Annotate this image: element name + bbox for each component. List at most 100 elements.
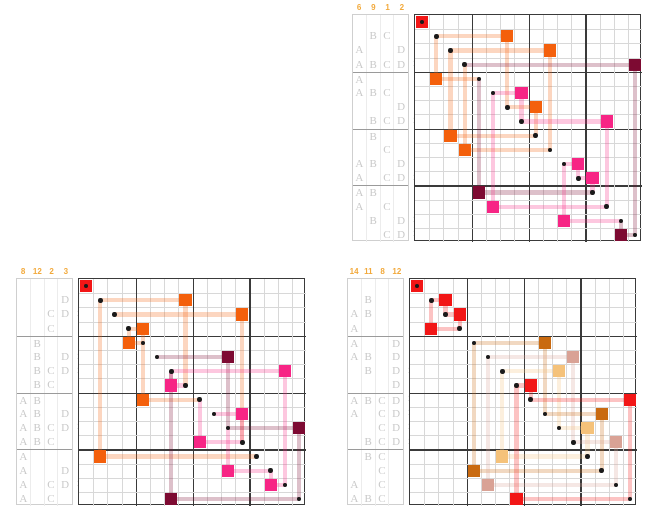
connector-horizontal [488,482,616,488]
label-cell [31,279,45,294]
matrix-cell-square[interactable] [236,407,249,421]
matrix-cell-square[interactable] [586,172,599,185]
matrix-cell-square[interactable] [600,115,613,128]
matrix-cell-square[interactable] [524,379,537,392]
matrix-cell-square[interactable] [472,186,486,199]
diagonal-dot [429,298,434,303]
matrix-cell-square[interactable] [221,464,235,477]
label-cell: B [31,378,45,393]
matrix-cell-square[interactable] [425,322,438,335]
matrix-cell-square[interactable] [515,86,528,100]
matrix-cell-square[interactable] [165,379,178,392]
matrix-cell-square[interactable] [543,44,557,57]
connector-horizontal [157,354,229,360]
matrix-cell-square[interactable] [430,72,443,86]
matrix-cell-square[interactable] [444,129,457,142]
matrix-cell-square[interactable] [538,336,552,350]
matrix-cell-square[interactable] [595,407,608,421]
label-cell [58,322,72,336]
label-cell: A [17,406,31,421]
panel-top-right-matrix[interactable] [414,14,643,243]
matrix-cell-square[interactable] [496,450,509,463]
connector-horizontal [502,369,560,374]
connector-vertical [599,413,604,471]
matrix-cell-square[interactable] [292,421,306,435]
matrix-cell-square[interactable] [609,436,623,449]
label-cell: B [367,129,381,144]
matrix-cell-square[interactable] [501,30,514,43]
matrix-cell-square[interactable] [486,200,500,213]
label-cell [389,450,403,464]
label-cell: A [353,156,367,172]
header-number: 9 [371,3,376,12]
matrix-cell-square[interactable] [264,478,277,492]
matrix-cell-square[interactable] [572,157,585,171]
panel-bottom-right-matrix[interactable] [409,278,638,507]
matrix-cell-square[interactable] [94,450,107,463]
matrix-cell-square[interactable] [221,350,235,364]
connector-horizontal [450,48,550,53]
matrix-cell-square[interactable] [510,492,523,506]
label-cell [45,463,59,478]
grid-line-vertical [552,279,553,507]
diagonal-dot [505,105,510,110]
connector-horizontal [142,397,200,402]
label-cell: D [392,337,401,350]
matrix-cell-square[interactable] [567,350,580,364]
matrix-cell-square[interactable] [453,308,466,321]
connector-horizontal [502,454,588,459]
label-cell [381,72,395,87]
diagonal-dot [197,397,202,402]
label-cell [362,463,376,478]
label-cell [353,227,367,242]
label-cell [17,279,31,294]
grid-line-horizontal [410,435,638,436]
label-cell: B [367,85,381,101]
matrix-cell-square[interactable] [557,214,571,228]
matrix-cell-square[interactable] [278,365,292,378]
matrix-cell-square[interactable] [122,336,135,350]
matrix-cell-square[interactable] [581,421,594,435]
matrix-cell-square[interactable] [467,464,481,477]
diagonal-dot [613,482,619,488]
connector-vertical [490,93,496,207]
matrix-cell-square[interactable] [529,101,542,114]
matrix-cell-square[interactable] [623,393,637,406]
connector-vertical [434,36,439,79]
connector-horizontal [473,340,545,346]
matrix-cell-square[interactable] [136,393,150,406]
matrix-cell-square[interactable] [236,308,249,321]
label-cell [45,293,59,308]
label-cell: A [348,349,362,365]
matrix-cell-square[interactable] [193,436,206,449]
connector-vertical [585,428,590,457]
panel-bottom-left-matrix[interactable] [78,278,307,507]
connector-horizontal [171,383,186,388]
matrix-cell-square[interactable] [458,143,471,157]
connector-vertical [240,413,245,443]
matrix-cell-square[interactable] [628,58,642,71]
connector-vertical [528,385,533,400]
matrix-cell-square[interactable] [136,322,150,335]
matrix-cell-square[interactable] [552,365,566,378]
matrix-cell-square[interactable] [179,294,192,307]
label-cell [394,29,408,43]
connector-vertical [556,371,562,429]
matrix-cell-square[interactable] [614,228,628,242]
grid-line-vertical [566,279,567,507]
diagonal-dot [632,232,638,238]
matrix-cell-square[interactable] [165,492,178,506]
diagonal-dot [627,496,633,502]
diagonal-dot [561,161,567,167]
grid-line-vertical [263,279,265,507]
connector-vertical [282,371,288,485]
matrix-cell-square[interactable] [481,478,495,492]
diagonal-dot [126,326,131,331]
connector-horizontal [270,482,285,488]
label-cell: D [392,351,401,364]
matrix-cell-square[interactable] [439,294,452,307]
